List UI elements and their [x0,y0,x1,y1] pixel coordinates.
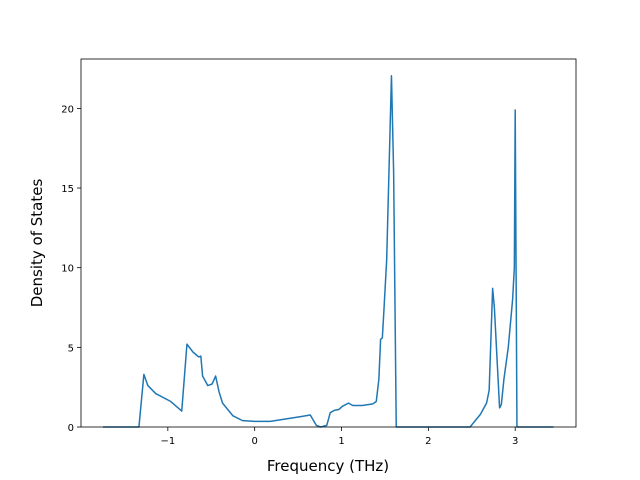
x-tick-label: 0 [251,436,257,447]
x-axis-label: Frequency (THz) [267,457,389,475]
x-tick-label: −1 [160,436,175,447]
y-tick-label: 20 [61,104,74,115]
data-line [102,74,554,428]
plot-frame [80,58,577,428]
x-tick-label: 3 [512,436,518,447]
x-tick-label: 2 [425,436,431,447]
y-tick-label: 10 [61,264,74,275]
y-tick-label: 5 [68,343,74,354]
y-tick-label: 0 [68,423,74,434]
x-tick-label: 1 [338,436,344,447]
y-tick-label: 15 [61,184,74,195]
y-axis-label: Density of States [28,179,46,308]
